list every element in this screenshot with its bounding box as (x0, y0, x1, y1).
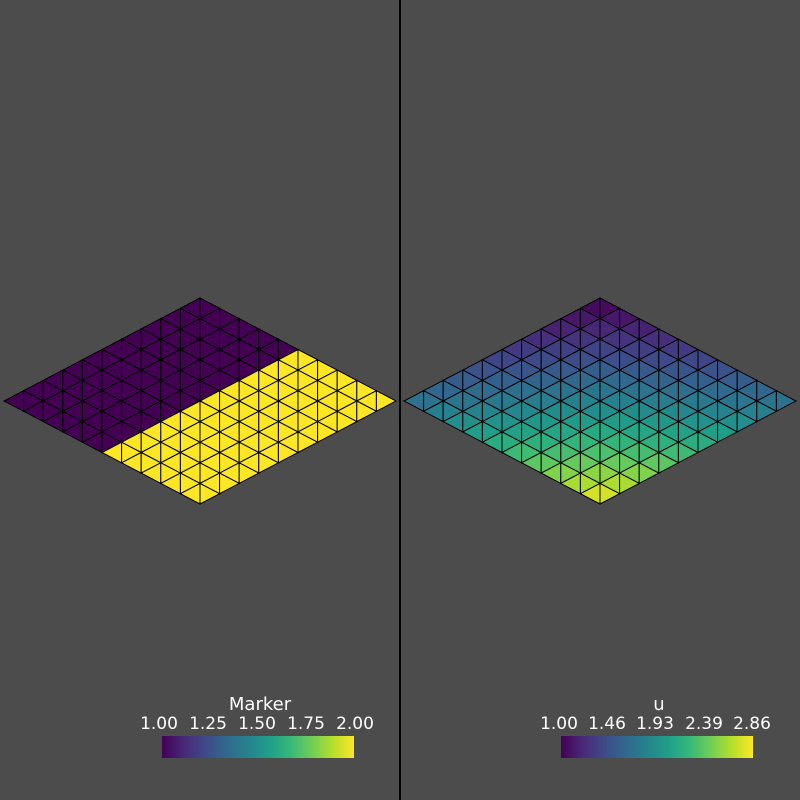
mesh-triangle (277, 441, 300, 464)
colorbar-title: u (653, 694, 665, 715)
mesh-triangle (775, 389, 798, 413)
colorbar-title: Marker (228, 694, 292, 715)
mesh-triangle (677, 441, 700, 464)
right-viewport[interactable]: u 1.00 1.46 1.93 2.39 2.86 (401, 0, 800, 800)
colorbar-tick-label: 1.00 (540, 714, 578, 734)
colorbar-gradient (162, 736, 354, 758)
mesh-triangle (219, 472, 241, 495)
colorbar-tick-label: 1.50 (238, 714, 276, 734)
mesh-triangle (599, 482, 621, 505)
mesh-triangle (402, 389, 425, 413)
u-mesh-plot[interactable] (401, 0, 800, 800)
colorbar-tick-label: 1.00 (140, 714, 178, 734)
mesh-triangle (717, 420, 739, 444)
mesh-triangle (199, 482, 221, 505)
colorbar-tick-label: 2.00 (336, 714, 374, 734)
mesh-triangle (619, 472, 641, 495)
colorbar-tick-label: 1.93 (636, 714, 674, 734)
left-viewport[interactable]: Marker 1.00 1.25 1.50 1.75 2.00 (0, 0, 400, 800)
mesh-triangle (756, 400, 778, 423)
colorbar-tick-label: 1.75 (287, 714, 325, 734)
colorbar-tick-label: 1.46 (588, 714, 626, 734)
mesh-triangle (697, 431, 719, 454)
marker-mesh (2, 297, 398, 505)
mesh-triangle (356, 400, 378, 423)
viewport-divider (399, 0, 401, 800)
mesh-triangle (658, 451, 680, 474)
mesh-triangle (638, 461, 660, 485)
mesh-triangle (336, 410, 358, 433)
colorbar-tick-label: 1.25 (189, 714, 227, 734)
mesh-triangle (258, 451, 280, 474)
colorbar-tick-label: 2.86 (733, 714, 771, 734)
mesh-triangle (317, 420, 339, 444)
mesh-triangle (238, 461, 260, 485)
colorbar-gradient (561, 736, 753, 758)
u-mesh (402, 297, 798, 505)
colorbar-tick-label: 2.39 (685, 714, 723, 734)
mesh-triangle (297, 431, 319, 454)
mesh-triangle (2, 389, 25, 413)
mesh-triangle (375, 389, 398, 413)
marker-mesh-plot[interactable] (0, 0, 400, 800)
mesh-triangle (736, 410, 758, 433)
